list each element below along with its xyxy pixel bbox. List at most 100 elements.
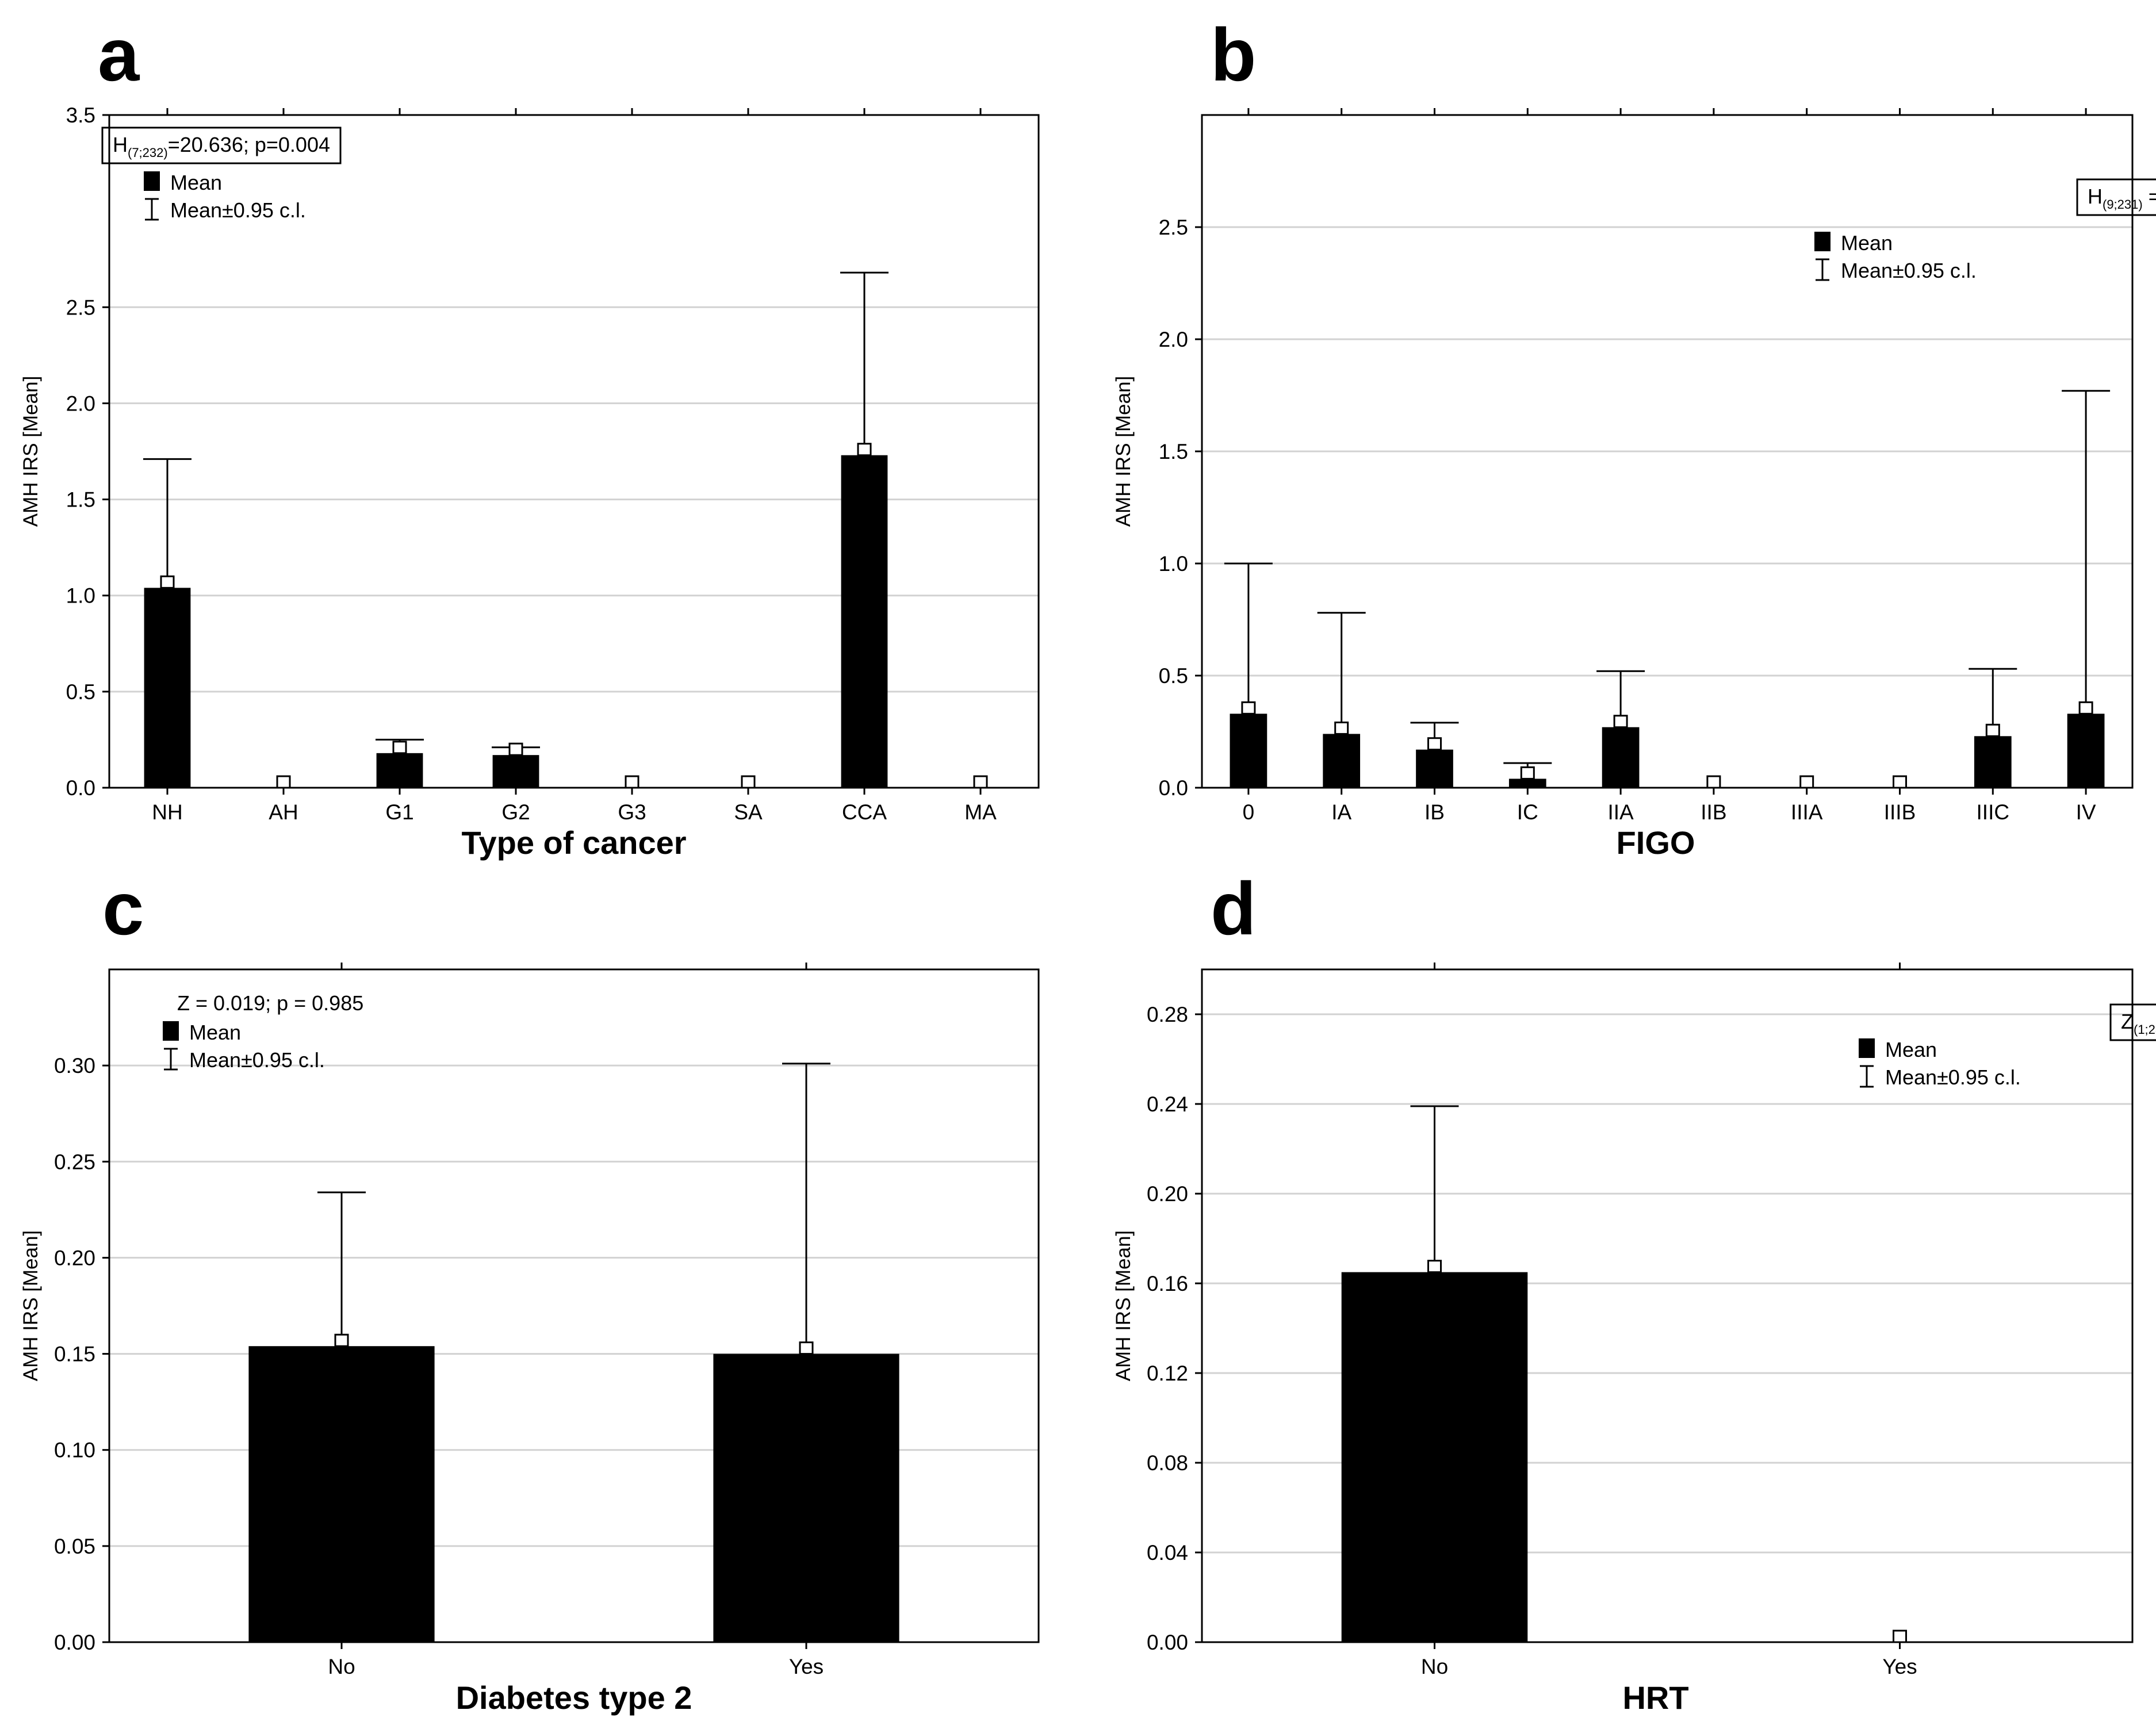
- x-axis-label: Type of cancer: [461, 825, 686, 861]
- bar-IA: [1323, 734, 1361, 788]
- legend-mean-label: Mean: [1841, 231, 1893, 255]
- bar-IB: [1416, 749, 1453, 788]
- y-tick-label: 3.5: [66, 103, 95, 127]
- x-tick-label: IIIC: [1977, 800, 2010, 824]
- x-tick-label: IIA: [1607, 800, 1634, 824]
- stat-main: H: [113, 133, 128, 156]
- plot-frame: [1201, 968, 2134, 1643]
- mean-marker: [799, 1341, 814, 1355]
- x-axis-label: FIGO: [1617, 825, 1695, 861]
- x-tick-label: AH: [269, 800, 298, 824]
- x-tick-label: Yes: [789, 1655, 824, 1678]
- stat-annotation: H(9;231) = 12.819, p = 0.171: [2076, 178, 2156, 216]
- y-tick-label: 0.0: [1159, 776, 1188, 800]
- bar-Yes: [713, 1354, 899, 1642]
- bar-IC: [1508, 779, 1546, 788]
- stat-sub: (7;232): [128, 145, 168, 160]
- x-tick-label: IV: [2076, 800, 2096, 824]
- mean-marker: [741, 775, 756, 789]
- bar-0: [1230, 714, 1267, 788]
- stat-rest: =20.636; p=0.004: [168, 133, 330, 156]
- plot-frame: [108, 968, 1040, 1643]
- y-tick-label: 0.12: [1147, 1362, 1188, 1385]
- y-tick-label: 1.0: [1159, 552, 1188, 576]
- bar-CCA: [841, 455, 888, 788]
- stat-annotation: Z = 0.019; p = 0.985: [177, 991, 363, 1015]
- mean-marker: [508, 742, 523, 756]
- plot-frame: [108, 114, 1040, 789]
- x-tick-label: SA: [734, 800, 763, 824]
- bar-IIIC: [1974, 736, 2012, 788]
- stat-text: Z = 0.019; p = 0.985: [177, 991, 363, 1015]
- x-tick-label: G1: [385, 800, 413, 824]
- mean-marker: [1799, 775, 1814, 789]
- legend-mean-label: Mean: [170, 171, 222, 194]
- panel-c: c 0.00 0.05 0.10 0.15 0.20 0.25 0.30 No Yes AMH IR…: [20, 866, 1040, 1716]
- y-tick-label: 0.5: [66, 680, 95, 704]
- mean-marker: [1427, 1260, 1442, 1273]
- legend-mean-swatch: [163, 1021, 179, 1041]
- stat-box: [101, 126, 342, 164]
- legend-mean-swatch: [1814, 232, 1831, 251]
- legend-mean-swatch: [1859, 1038, 1875, 1058]
- stat-main: Z = 0.019; p = 0.985: [177, 991, 363, 1015]
- y-tick-label: 0.04: [1147, 1541, 1188, 1565]
- mean-marker: [973, 775, 988, 789]
- bar-No: [1341, 1272, 1528, 1642]
- legend: Mean Mean±0.95 c.l.: [1814, 231, 1977, 282]
- panel-letter: b: [1211, 13, 1256, 97]
- stat-sub: (9;231): [2103, 197, 2143, 212]
- legend: Mean Mean±0.95 c.l.: [1859, 1038, 2021, 1089]
- y-tick-label: 0.08: [1147, 1451, 1188, 1475]
- x-tick-label: IIIA: [1791, 800, 1823, 824]
- y-axis-label: AMH IRS [Mean]: [20, 376, 42, 527]
- legend-mean-swatch: [144, 171, 160, 191]
- mean-marker: [1893, 1630, 1907, 1643]
- stat-text: H(7;232)=20.636; p=0.004: [113, 133, 330, 160]
- mean-marker: [1427, 737, 1442, 751]
- stat-main: Z: [2121, 1010, 2134, 1033]
- x-tick-label: NH: [152, 800, 182, 824]
- mean-marker: [1985, 723, 2000, 737]
- stat-text: Z(1;232) = 2.240; p = 0.025: [2121, 1010, 2156, 1037]
- y-tick-label: 0.20: [54, 1246, 95, 1270]
- legend-mean-label: Mean: [189, 1021, 241, 1044]
- panel-d: d 0.00 0.04 0.08 0.12 0.16 0.20 0.24 0.28 No Yes AM…: [1112, 866, 2156, 1716]
- mean-marker: [334, 1333, 349, 1347]
- y-axis-label: AMH IRS [Mean]: [1112, 1230, 1135, 1382]
- x-tick-label: IB: [1424, 800, 1445, 824]
- y-tick-label: 0.30: [54, 1054, 95, 1078]
- mean-marker: [160, 575, 175, 589]
- y-tick-label: 1.0: [66, 584, 95, 608]
- x-tick-label: Yes: [1882, 1655, 1917, 1678]
- y-tick-label: 1.5: [66, 488, 95, 512]
- mean-marker: [1334, 721, 1349, 735]
- legend-ci-label: Mean±0.95 c.l.: [189, 1048, 325, 1072]
- plot-frame: [1201, 114, 2134, 789]
- y-tick-label: 0.0: [66, 776, 95, 800]
- x-tick-label: CCA: [842, 800, 887, 824]
- stat-main: H: [2088, 185, 2103, 208]
- y-tick-label: 0.15: [54, 1343, 95, 1366]
- x-tick-label: No: [1421, 1655, 1448, 1678]
- bar-G1: [376, 753, 423, 788]
- stat-box: [2076, 178, 2156, 216]
- stat-annotation: H(7;232)=20.636; p=0.004: [101, 126, 342, 164]
- y-tick-label: 0.10: [54, 1439, 95, 1462]
- y-tick-label: 2.5: [66, 296, 95, 319]
- bar-NH: [144, 588, 191, 788]
- panel-letter: a: [98, 13, 140, 97]
- mean-marker: [857, 443, 872, 457]
- x-axis-label: HRT: [1622, 1680, 1688, 1716]
- y-tick-label: 0.00: [54, 1631, 95, 1654]
- bar-IV: [2067, 714, 2105, 788]
- y-tick-label: 0.05: [54, 1535, 95, 1558]
- y-tick-label: 2.0: [66, 392, 95, 415]
- panel-letter: d: [1211, 866, 1256, 950]
- stat-text: H(9;231) = 12.819, p = 0.171: [2088, 185, 2156, 212]
- x-tick-label: MA: [964, 800, 997, 824]
- y-tick-label: 0.25: [54, 1150, 95, 1174]
- y-axis-label: AMH IRS [Mean]: [20, 1230, 42, 1382]
- x-tick-label: 0: [1243, 800, 1255, 824]
